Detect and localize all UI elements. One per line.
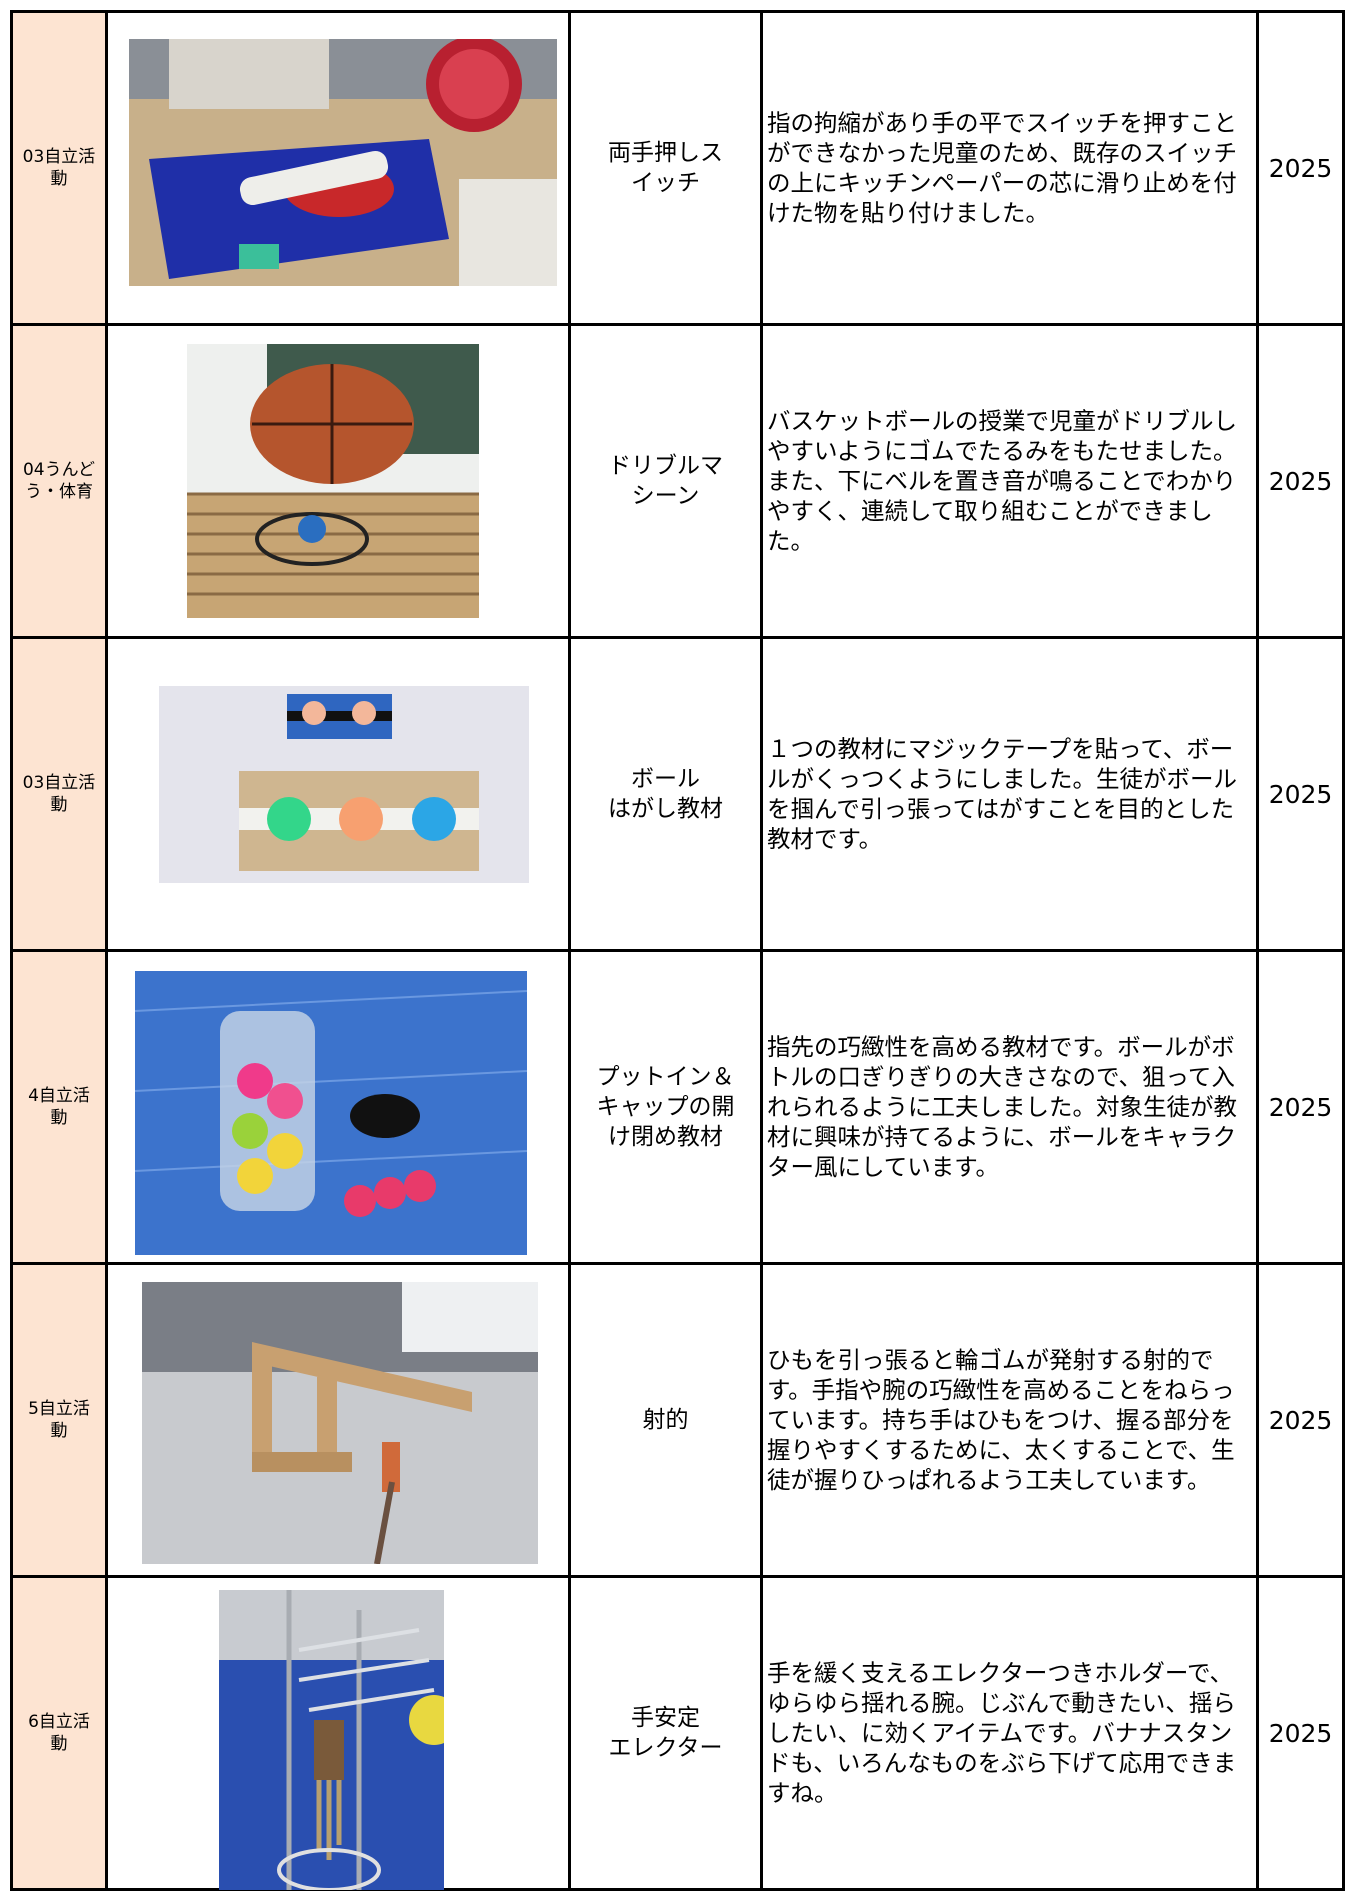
- year: 2025: [1268, 1092, 1333, 1122]
- category-cell: 5自立活 動: [13, 1265, 108, 1578]
- description-cell: バスケットボールの授業で児童がドリブルしやすいようにゴムでたるみをもたせました。…: [763, 326, 1259, 639]
- title-cell: プットイン＆ キャップの開 け閉め教材: [571, 952, 763, 1265]
- description-cell: 指先の巧緻性を高める教材です。ボールがボトルの口ぎりぎりの大きさなので、狙って入…: [763, 952, 1259, 1265]
- title: 手安定 エレクター: [608, 1705, 723, 1761]
- photo-cell: [108, 639, 571, 952]
- category: 03自立活 動: [22, 147, 96, 189]
- title: 射的: [642, 1407, 689, 1433]
- category: 4自立活 動: [28, 1086, 90, 1128]
- title-cell: 手安定 エレクター: [571, 1578, 763, 1891]
- photo: [142, 1282, 538, 1568]
- table-row: 4自立活 動 プットイン＆ キャップの開 け閉め教材 指先の巧緻性を高める教材です。…: [13, 952, 1345, 1265]
- year-cell: 2025: [1259, 13, 1345, 326]
- title-cell: ドリブルマ シーン: [571, 326, 763, 639]
- table: 03自立活 動 両手押しス イッチ 指の拘縮があり手の平でスイッチを押すことができな…: [10, 10, 1345, 1894]
- table-row: 04うんど う・体育 ドリブルマ シーン バスケットボールの授業で児童がドリブルしや…: [13, 326, 1345, 639]
- photo-image: [142, 1282, 538, 1565]
- category: 04うんど う・体育: [22, 460, 96, 502]
- photo-image: [129, 36, 557, 286]
- photo-image: [219, 1590, 459, 1892]
- year-cell: 2025: [1259, 639, 1345, 952]
- description-cell: １つの教材にマジックテープを貼って、ボールがくっつくようにしました。生徒がボール…: [763, 639, 1259, 952]
- photo: [134, 971, 528, 1259]
- title: ドリブルマ シーン: [608, 453, 723, 509]
- year: 2025: [1268, 1718, 1333, 1748]
- title: ボール はがし教材: [608, 766, 723, 822]
- category: 6自立活 動: [28, 1712, 90, 1754]
- photo-cell: [108, 1265, 571, 1578]
- year: 2025: [1268, 1405, 1333, 1435]
- year-cell: 2025: [1259, 1265, 1345, 1578]
- title-cell: ボール はがし教材: [571, 639, 763, 952]
- photo-cell: [108, 952, 571, 1265]
- category-cell: 6自立活 動: [13, 1578, 108, 1891]
- photo: [129, 36, 557, 290]
- photo: [187, 344, 479, 622]
- year: 2025: [1268, 153, 1333, 183]
- description: １つの教材にマジックテープを貼って、ボールがくっつくようにしました。生徒がボール…: [767, 735, 1237, 853]
- photo-cell: [108, 1578, 571, 1894]
- category: 5自立活 動: [28, 1399, 90, 1441]
- title: 両手押しス イッチ: [608, 140, 723, 196]
- table-row: 03自立活 動 ボール はがし教材 １つの教材にマジックテープを貼って、ボールがくっ…: [13, 639, 1345, 952]
- table-row: 5自立活 動 射的 ひもを引っ張ると輪ゴムが発射する射的です。手指や腕の巧緻性を高め…: [13, 1265, 1345, 1578]
- photo-image: [187, 344, 479, 618]
- year-cell: 2025: [1259, 1578, 1345, 1891]
- description-cell: 指の拘縮があり手の平でスイッチを押すことができなかった児童のため、既存のスイッチ…: [763, 13, 1259, 326]
- description: 指先の巧緻性を高める教材です。ボールがボトルの口ぎりぎりの大きさなので、狙って入…: [767, 1033, 1237, 1181]
- title-cell: 射的: [571, 1265, 763, 1578]
- photo: [159, 686, 529, 887]
- year: 2025: [1268, 466, 1333, 496]
- table-row: 6自立活 動 手安定 エレクター 手を緩く支えるエレクターつきホルダーで、ゆらゆら揺…: [13, 1578, 1345, 1894]
- photo-cell: [108, 13, 571, 326]
- year-cell: 2025: [1259, 326, 1345, 639]
- category: 03自立活 動: [22, 773, 96, 815]
- title: プットイン＆ キャップの開 け閉め教材: [596, 1064, 735, 1150]
- description: バスケットボールの授業で児童がドリブルしやすいようにゴムでたるみをもたせました。…: [767, 407, 1237, 555]
- photo-image: [159, 686, 529, 883]
- title-cell: 両手押しス イッチ: [571, 13, 763, 326]
- description: ひもを引っ張ると輪ゴムが発射する射的です。手指や腕の巧緻性を高めることをねらって…: [767, 1346, 1235, 1494]
- table-row: 03自立活 動 両手押しス イッチ 指の拘縮があり手の平でスイッチを押すことができな…: [13, 13, 1345, 326]
- photo-cell: [108, 326, 571, 639]
- year-cell: 2025: [1259, 952, 1345, 1265]
- description: 手を緩く支えるエレクターつきホルダーで、ゆらゆら揺れる腕。じぶんで動きたい、揺ら…: [767, 1659, 1237, 1807]
- description-cell: ひもを引っ張ると輪ゴムが発射する射的です。手指や腕の巧緻性を高めることをねらって…: [763, 1265, 1259, 1578]
- category-cell: 03自立活 動: [13, 639, 108, 952]
- category-cell: 4自立活 動: [13, 952, 108, 1265]
- category-cell: 04うんど う・体育: [13, 326, 108, 639]
- photo: [219, 1590, 459, 1894]
- year: 2025: [1268, 779, 1333, 809]
- category-cell: 03自立活 動: [13, 13, 108, 326]
- description: 指の拘縮があり手の平でスイッチを押すことができなかった児童のため、既存のスイッチ…: [767, 109, 1237, 227]
- photo-image: [134, 971, 528, 1255]
- description-cell: 手を緩く支えるエレクターつきホルダーで、ゆらゆら揺れる腕。じぶんで動きたい、揺ら…: [763, 1578, 1259, 1891]
